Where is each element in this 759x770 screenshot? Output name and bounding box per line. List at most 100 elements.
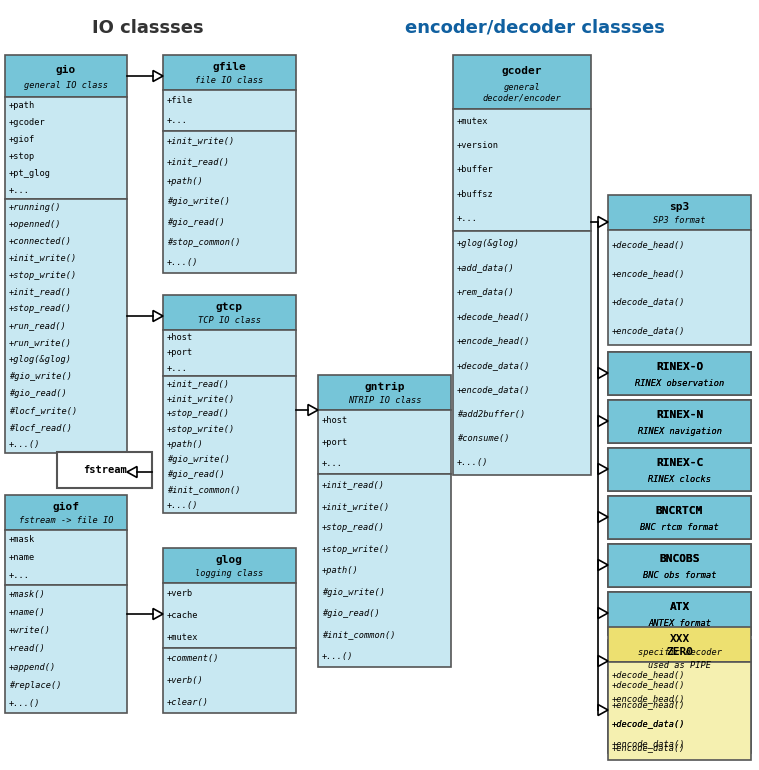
Text: #locf_write(): #locf_write() [9, 406, 77, 415]
Bar [608, 544, 751, 587]
Bar [163, 583, 296, 648]
Bar [57, 452, 152, 488]
Text: sp3: sp3 [669, 203, 690, 213]
Bar [608, 592, 751, 635]
Bar [5, 530, 127, 585]
Text: #consume(): #consume() [457, 434, 509, 443]
Text: RINEX-O: RINEX-O [656, 362, 703, 372]
Text: IO classses: IO classses [92, 19, 204, 37]
Text: +...: +... [9, 571, 30, 581]
Text: +run_read(): +run_read() [9, 321, 67, 330]
Text: +giof: +giof [9, 135, 35, 144]
Text: TCP IO class: TCP IO class [198, 316, 261, 325]
Text: RINEX-N: RINEX-N [656, 410, 703, 420]
Text: +glog(&glog): +glog(&glog) [9, 355, 72, 364]
Text: +stop_read(): +stop_read() [322, 524, 385, 532]
Text: +gcoder: +gcoder [9, 118, 46, 127]
Text: +host: +host [167, 333, 194, 342]
Text: RINEX-C: RINEX-C [656, 458, 703, 468]
Text: #gio_read(): #gio_read() [167, 470, 225, 480]
Bar [608, 448, 751, 491]
Text: +...: +... [9, 186, 30, 195]
Text: +port: +port [167, 348, 194, 357]
Text: +init_write(): +init_write() [322, 502, 390, 511]
Bar [608, 662, 751, 760]
Text: +cache: +cache [167, 611, 199, 620]
Text: #init_common(): #init_common() [167, 486, 241, 494]
Text: +...: +... [322, 459, 343, 468]
Text: +rem_data(): +rem_data() [457, 287, 515, 296]
Text: ATX: ATX [669, 602, 690, 612]
Bar [163, 376, 296, 513]
Bar [608, 352, 751, 395]
Text: specific decoder: specific decoder [638, 648, 722, 657]
Text: #locf_read(): #locf_read() [9, 423, 72, 432]
Text: +path(): +path() [322, 566, 359, 575]
Text: +...(): +...() [9, 440, 40, 449]
Text: +mask: +mask [9, 534, 35, 544]
Text: BNC obs format: BNC obs format [643, 571, 716, 580]
Text: ZERO: ZERO [666, 648, 693, 658]
Text: BNCRTCM: BNCRTCM [656, 506, 703, 516]
Text: #replace(): #replace() [9, 681, 61, 690]
Text: +buffsz: +buffsz [457, 190, 494, 199]
Text: ANTEX format: ANTEX format [648, 619, 711, 628]
Bar [5, 97, 127, 199]
Text: logging class: logging class [195, 569, 263, 578]
Bar [163, 295, 296, 330]
Text: +stop_write(): +stop_write() [322, 544, 390, 554]
Text: ATX: ATX [669, 602, 690, 612]
Text: used as PIPE: used as PIPE [648, 661, 711, 670]
Text: +encode_head(): +encode_head() [457, 336, 531, 345]
Bar [608, 627, 751, 662]
Text: #gio_write(): #gio_write() [167, 455, 230, 464]
Bar [453, 231, 591, 475]
Text: +stop_write(): +stop_write() [167, 424, 235, 434]
Text: BNC rtcm format: BNC rtcm format [640, 523, 719, 532]
Text: +...: +... [167, 363, 188, 373]
Text: +decode_data(): +decode_data() [457, 360, 531, 370]
Bar [5, 55, 127, 97]
Text: +encode_data(): +encode_data() [457, 385, 531, 394]
Text: +path(): +path() [167, 440, 203, 449]
Text: +...(): +...() [167, 258, 199, 267]
Bar [163, 90, 296, 131]
Text: #gio_write(): #gio_write() [9, 372, 72, 381]
Text: +running(): +running() [9, 203, 61, 212]
Bar [163, 55, 296, 90]
Bar [5, 495, 127, 530]
Text: +init_read(): +init_read() [167, 156, 230, 166]
Text: fstream: fstream [83, 465, 127, 475]
Text: +...(): +...() [457, 458, 489, 467]
Text: +name(): +name() [9, 608, 46, 617]
Text: +mutex: +mutex [457, 117, 489, 126]
Text: +stop_read(): +stop_read() [9, 304, 72, 313]
Bar [608, 496, 751, 539]
Text: XXX: XXX [669, 634, 690, 644]
Text: BNC obs format: BNC obs format [643, 571, 716, 580]
Bar [608, 195, 751, 230]
Text: +init_read(): +init_read() [322, 480, 385, 490]
Text: +init_read(): +init_read() [9, 287, 72, 296]
Text: +encode_head(): +encode_head() [612, 695, 685, 703]
Bar [608, 230, 751, 345]
Text: +verb: +verb [167, 589, 194, 598]
Text: +encode_data(): +encode_data() [612, 743, 685, 752]
Text: gtcp: gtcp [216, 303, 243, 313]
Text: RINEX-C: RINEX-C [656, 458, 703, 468]
Bar [608, 400, 751, 443]
Bar [318, 474, 451, 667]
Bar [163, 548, 296, 583]
Text: ANTEX format: ANTEX format [648, 619, 711, 628]
Text: +host: +host [322, 417, 348, 425]
Text: +decode_head(): +decode_head() [612, 670, 685, 678]
Text: +path: +path [9, 101, 35, 110]
Bar [608, 400, 751, 443]
Text: +write(): +write() [9, 626, 51, 635]
Text: +decode_head(): +decode_head() [612, 240, 685, 249]
Text: +decode_data(): +decode_data() [612, 718, 685, 728]
Bar [608, 448, 751, 491]
Bar [5, 199, 127, 453]
Text: +name: +name [9, 553, 35, 562]
Text: RINEX observation: RINEX observation [635, 379, 724, 388]
